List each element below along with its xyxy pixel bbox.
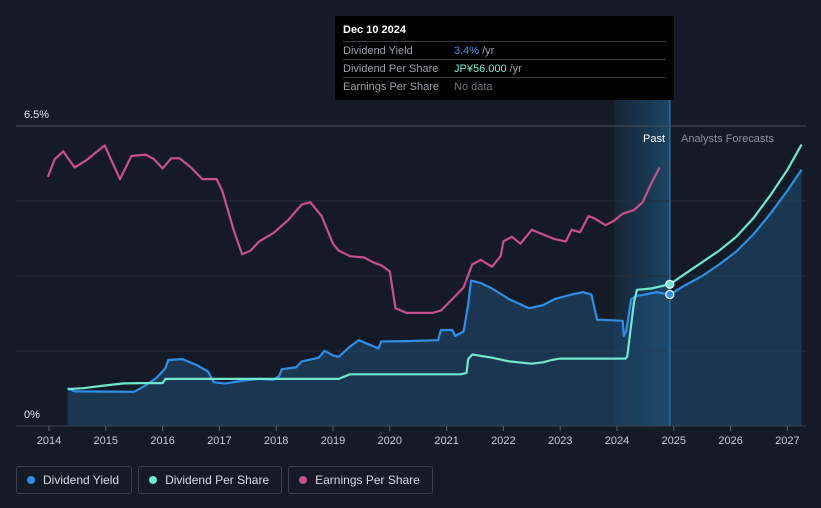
legend-label: Dividend Yield [43, 473, 120, 487]
tooltip-row-dividend-per-share: Dividend Per Share JP¥56.000 /yr [343, 59, 666, 77]
legend-dot-icon [299, 476, 308, 484]
x-tick-label: 2026 [718, 435, 742, 447]
x-tick-label: 2015 [94, 435, 118, 447]
tooltip-unit: /yr [482, 44, 495, 57]
marker-dividend-per-share [665, 279, 675, 289]
legend-label: Earnings Per Share [315, 473, 420, 487]
series-line-dividend-yield [67, 169, 803, 393]
tooltip-unit: /yr [509, 62, 522, 75]
legend-item-earnings-per-share[interactable]: Earnings Per Share [288, 466, 433, 494]
y-min-label: 0% [24, 409, 40, 421]
x-tick-label: 2014 [37, 435, 61, 447]
x-tick-label: 2018 [264, 435, 288, 447]
tooltip-label: Dividend Per Share [343, 62, 439, 75]
series-line-dividend-per-share [67, 143, 803, 391]
legend-dot-icon [149, 476, 158, 484]
x-tick-label: 2025 [662, 435, 686, 447]
x-tick-label: 2019 [321, 435, 345, 447]
tooltip: Dec 10 2024 Dividend Yield 3.4% /yr Divi… [335, 16, 674, 100]
tooltip-row-dividend-yield: Dividend Yield 3.4% /yr [343, 41, 666, 59]
legend-label: Dividend Per Share [165, 473, 270, 487]
series-line-earnings-per-share [46, 144, 661, 314]
x-tick-label: 2023 [548, 435, 572, 447]
x-tick-label: 2022 [491, 435, 515, 447]
x-tick-label: 2024 [605, 435, 629, 447]
tooltip-row-earnings-per-share: Earnings Per Share No data [343, 77, 666, 95]
legend-dot-icon [27, 476, 35, 484]
x-tick-label: 2017 [207, 435, 231, 447]
legend-item-dividend-per-share[interactable]: Dividend Per Share [138, 466, 283, 494]
tooltip-label: Dividend Yield [343, 44, 413, 57]
x-tick-label: 2027 [775, 435, 799, 447]
past-label: Past [643, 133, 665, 145]
marker-dividend-yield [665, 289, 675, 300]
analysts-forecasts-label: Analysts Forecasts [681, 133, 774, 145]
x-tick-label: 2020 [378, 435, 402, 447]
tooltip-value: 3.4% [454, 44, 480, 57]
tooltip-value: JP¥56.000 [454, 62, 507, 75]
x-tick-label: 2016 [150, 435, 174, 447]
legend: Dividend Yield Dividend Per Share Earnin… [16, 466, 433, 494]
tooltip-label: Earnings Per Share [343, 80, 439, 93]
tooltip-date: Dec 10 2024 [343, 24, 406, 36]
x-tick-label: 2021 [434, 435, 458, 447]
dividend-yield-area [67, 169, 802, 427]
tooltip-value: No data [454, 80, 493, 93]
y-max-label: 6.5% [24, 109, 49, 121]
legend-item-dividend-yield[interactable]: Dividend Yield [16, 466, 133, 494]
